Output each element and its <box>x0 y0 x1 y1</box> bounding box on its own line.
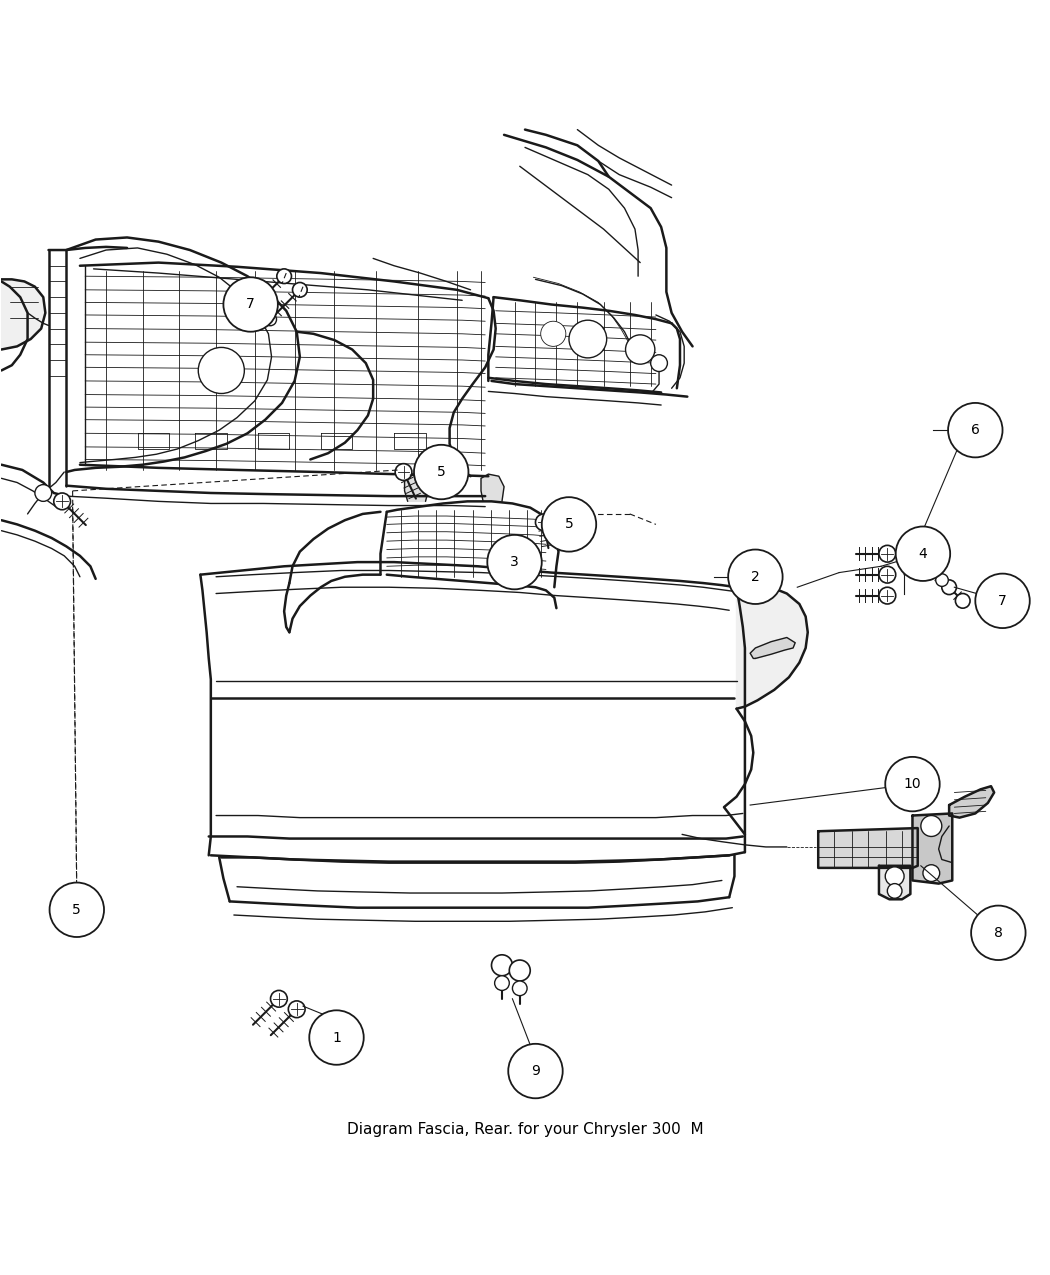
Text: 9: 9 <box>531 1065 540 1079</box>
Circle shape <box>271 991 288 1007</box>
Polygon shape <box>481 474 504 501</box>
Circle shape <box>495 975 509 991</box>
Circle shape <box>54 493 70 510</box>
Circle shape <box>289 1001 306 1017</box>
Circle shape <box>541 321 566 347</box>
Circle shape <box>879 566 896 583</box>
Circle shape <box>923 864 940 881</box>
Circle shape <box>879 546 896 562</box>
Text: 1: 1 <box>332 1030 341 1044</box>
Circle shape <box>49 882 104 937</box>
Circle shape <box>885 757 940 811</box>
Text: 7: 7 <box>247 297 255 311</box>
Polygon shape <box>912 813 952 884</box>
Circle shape <box>975 574 1030 629</box>
Circle shape <box>887 884 902 899</box>
Polygon shape <box>736 585 807 709</box>
Text: 8: 8 <box>994 926 1003 940</box>
Text: 5: 5 <box>565 518 573 532</box>
Circle shape <box>896 527 950 581</box>
Circle shape <box>491 955 512 975</box>
Circle shape <box>879 588 896 604</box>
Circle shape <box>922 560 934 572</box>
Text: 5: 5 <box>437 465 445 479</box>
Circle shape <box>395 464 412 481</box>
Circle shape <box>224 277 278 332</box>
Circle shape <box>542 497 596 552</box>
Text: 6: 6 <box>971 423 980 437</box>
Circle shape <box>971 905 1026 960</box>
Polygon shape <box>404 476 428 501</box>
Polygon shape <box>879 866 910 899</box>
Circle shape <box>487 536 542 589</box>
Circle shape <box>310 1010 363 1065</box>
Text: 2: 2 <box>751 570 760 584</box>
Circle shape <box>277 269 292 283</box>
Polygon shape <box>949 787 994 817</box>
Circle shape <box>885 867 904 886</box>
Circle shape <box>948 403 1003 458</box>
Circle shape <box>942 580 957 594</box>
Circle shape <box>509 960 530 980</box>
Circle shape <box>512 980 527 996</box>
Circle shape <box>35 484 51 501</box>
Polygon shape <box>750 638 795 658</box>
Circle shape <box>248 300 260 312</box>
Circle shape <box>921 816 942 836</box>
Circle shape <box>508 1044 563 1098</box>
Text: 5: 5 <box>72 903 81 917</box>
Text: 4: 4 <box>919 547 927 561</box>
Circle shape <box>264 314 276 325</box>
Circle shape <box>536 514 552 530</box>
Text: 3: 3 <box>510 555 519 569</box>
Circle shape <box>956 594 970 608</box>
Circle shape <box>293 283 308 297</box>
Circle shape <box>198 347 245 394</box>
Polygon shape <box>1 279 45 349</box>
Polygon shape <box>818 827 918 868</box>
Circle shape <box>936 574 948 586</box>
Text: 10: 10 <box>904 776 921 790</box>
Circle shape <box>626 335 655 365</box>
Text: Diagram Fascia, Rear. for your Chrysler 300  M: Diagram Fascia, Rear. for your Chrysler … <box>346 1122 704 1137</box>
Circle shape <box>651 354 668 371</box>
Circle shape <box>569 320 607 358</box>
Circle shape <box>414 445 468 500</box>
Text: 7: 7 <box>999 594 1007 608</box>
Circle shape <box>728 550 782 604</box>
